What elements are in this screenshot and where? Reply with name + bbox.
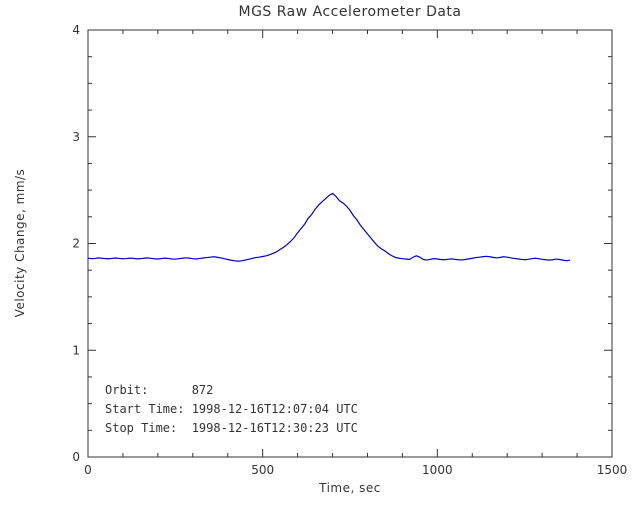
y-tick-label: 4: [72, 23, 80, 37]
data-line: [87, 192, 571, 262]
y-tick-label: 0: [72, 450, 80, 464]
annotation-orbit: Orbit: 872: [105, 383, 214, 397]
y-tick-label: 3: [72, 130, 80, 144]
x-tick-label: 1500: [597, 463, 628, 477]
y-axis-ticks: [88, 29, 612, 458]
y-tick-labels: 0 1 2 3 4: [72, 23, 80, 464]
x-axis-label: Time, sec: [319, 481, 381, 495]
y-tick-label: 1: [72, 343, 80, 357]
x-tick-labels: 0 500 1000 1500: [84, 463, 627, 477]
plot-frame: [87, 29, 613, 458]
x-tick-label: 0: [84, 463, 92, 477]
chart-title: MGS Raw Accelerometer Data: [238, 4, 462, 20]
y-tick-label: 2: [72, 237, 80, 251]
x-tick-label: 500: [251, 463, 274, 477]
annotation-start-time: Start Time: 1998-12-16T12:07:04 UTC: [105, 402, 358, 416]
annotation-stop-time: Stop Time: 1998-12-16T12:30:23 UTC: [105, 421, 358, 435]
x-tick-label: 1000: [422, 463, 453, 477]
annotation-block: Orbit: 872 Start Time: 1998-12-16T12:07:…: [105, 381, 358, 438]
x-axis-ticks: [87, 30, 613, 457]
